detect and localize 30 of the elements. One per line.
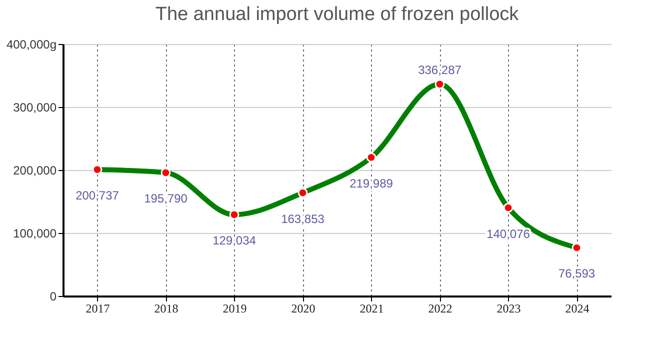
chart-title: The annual import volume of frozen pollock — [155, 4, 520, 25]
point — [572, 242, 582, 253]
point — [92, 164, 102, 174]
x-tick-label: 2017 — [86, 302, 110, 316]
point — [298, 188, 308, 198]
point — [160, 168, 171, 178]
x-tick-label: 2023 — [496, 302, 521, 316]
text: 76,593 — [558, 266, 596, 281]
point — [503, 202, 514, 213]
x-tick-label: 2019 — [222, 302, 247, 316]
text: 200,737 — [76, 188, 119, 203]
text: 129,034 — [212, 234, 256, 248]
text: 336,287 — [418, 63, 462, 78]
x-tick-label: 2022 — [428, 302, 452, 316]
text: 163,853 — [281, 212, 324, 226]
text: 219,989 — [350, 176, 393, 190]
text: 195,790 — [144, 192, 188, 206]
x-tick-label: 2024 — [565, 302, 590, 316]
x-tick-label: 2021 — [360, 302, 384, 316]
point — [366, 152, 376, 162]
point — [229, 210, 240, 220]
x-tick-label: 2018 — [154, 302, 178, 316]
x-tick-label: 2020 — [291, 302, 316, 316]
y-tick-label: 0 — [50, 290, 57, 304]
point — [434, 79, 445, 90]
y-tick-label: 400,000g — [6, 38, 56, 52]
y-tick-label: 200,000 — [13, 164, 57, 178]
text: 140,076 — [486, 226, 530, 241]
y-tick-label: 300,000 — [13, 100, 57, 114]
y-tick-label: 100,000 — [13, 226, 57, 240]
